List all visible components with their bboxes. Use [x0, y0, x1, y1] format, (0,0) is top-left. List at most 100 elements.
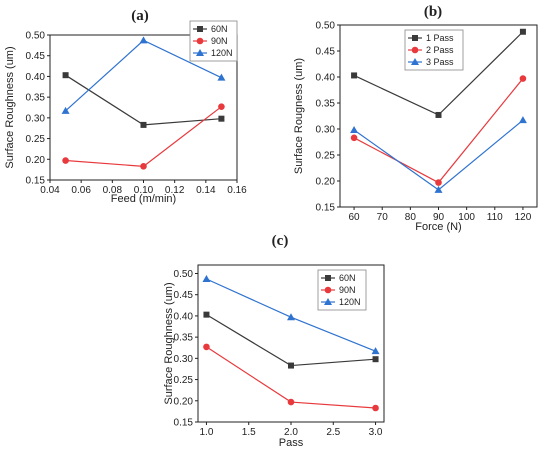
- y-tick-label-c: 0.35: [174, 333, 194, 344]
- legend-label-b-0: 1 Pass: [426, 33, 454, 43]
- legend-label-c-0: 60N: [339, 273, 356, 283]
- data-point-a-2-0: [61, 106, 70, 114]
- legend-label-b-2: 3 Pass: [426, 57, 454, 67]
- legend-label-c-1: 90N: [339, 285, 356, 295]
- x-tick-label-b: 70: [377, 212, 389, 223]
- legend-marker-c-1: [324, 286, 332, 294]
- y-tick-label-c: 0.15: [174, 418, 194, 429]
- chart-panel-a: (a) 0.04 0.06 0.08 0.10 0.12 0.14 0.16 0.15 0.20 0…: [4, 8, 247, 205]
- data-point-c-1-2: [372, 404, 379, 412]
- data-point-b-2-0: [350, 126, 359, 134]
- data-point-b-2-1: [434, 185, 443, 193]
- data-point-a-2-2: [217, 73, 226, 81]
- data-point-b-0-2: [519, 28, 526, 35]
- chart-panel-c: (c) 1.0 1.5 2.0 2.5 3.0 0.15 0.20 0.25 0.30 0.35 0.…: [163, 233, 385, 449]
- x-tick-label-c: 1.5: [242, 427, 256, 438]
- series-line-a-1: [65, 106, 222, 167]
- legend-label-a-1: 90N: [211, 36, 228, 46]
- x-tick-label-c: 1.0: [200, 427, 214, 438]
- data-point-b-1-1: [435, 179, 442, 186]
- legend-marker-b-1: [411, 46, 419, 54]
- data-point-b-1-0: [350, 134, 358, 142]
- y-tick-label-b: 0.50: [316, 21, 336, 32]
- y-axis-title-c: Surface Roughness (um): [163, 282, 175, 404]
- legend-marker-a-2: [196, 49, 204, 56]
- y-tick-label-a: 0.35: [26, 93, 46, 104]
- y-tick-label-a: 0.30: [26, 113, 46, 124]
- y-tick-label-b: 0.30: [316, 125, 336, 136]
- legend-label-a-0: 60N: [211, 24, 228, 34]
- data-point-a-0-2: [218, 115, 225, 122]
- legend-label-b-1: 2 Pass: [426, 45, 454, 55]
- series-line-a-0: [65, 74, 222, 126]
- y-tick-label-c: 0.30: [174, 354, 194, 365]
- data-point-b-0-0: [351, 72, 358, 79]
- y-axis-title-a: Surface Roughness (um): [4, 46, 16, 168]
- legend-marker-b-2: [411, 58, 419, 65]
- series-line-b-1: [353, 78, 524, 184]
- data-point-c-0-1: [288, 362, 294, 369]
- data-point-b-1-2: [519, 75, 527, 82]
- x-tick-label-b: 60: [349, 212, 361, 223]
- y-tick-label-a: 0.25: [26, 134, 46, 145]
- y-tick-label-a: 0.45: [26, 51, 46, 62]
- legend-marker-c-2: [324, 298, 332, 305]
- data-point-b-0-1: [435, 111, 442, 118]
- y-tick-label-b: 0.40: [316, 73, 336, 84]
- chart-panel-b: (b) 60 70 80 90 100 110 120 0.15 0.20 0.25 0.30 0.35…: [293, 4, 538, 233]
- data-point-a-1-2: [218, 103, 225, 110]
- y-tick-label-c: 0.25: [174, 375, 194, 386]
- legend-label-c-2: 120N: [339, 297, 361, 307]
- x-tick-label-b: 90: [433, 212, 445, 223]
- x-tick-label-a: 0.10: [134, 185, 154, 196]
- data-point-a-1-0: [62, 157, 69, 164]
- panel-label-a: (a): [131, 8, 149, 24]
- data-point-a-2-1: [139, 36, 148, 44]
- x-axis-title-b: Force (N): [415, 221, 461, 233]
- data-point-a-0-0: [62, 72, 69, 79]
- y-tick-label-b: 0.35: [316, 99, 336, 110]
- y-axis-title-b: Surface Rougness (um): [293, 58, 305, 174]
- legend-marker-c-0: [325, 275, 331, 281]
- y-tick-label-b: 0.20: [316, 177, 336, 188]
- legend-marker-a-1: [196, 37, 204, 45]
- x-axis-title-a: Feed (m/min): [111, 193, 176, 205]
- data-point-c-0-0: [203, 311, 210, 318]
- x-tick-label-b: 120: [515, 212, 532, 223]
- x-tick-label-a: 0.12: [165, 185, 185, 196]
- y-tick-label-c: 0.40: [174, 311, 194, 322]
- data-point-c-0-2: [372, 356, 379, 363]
- x-tick-label-b: 80: [405, 212, 417, 223]
- y-tick-label-a: 0.15: [26, 176, 46, 187]
- x-tick-label-a: 0.06: [71, 185, 91, 196]
- legend-marker-b-0: [412, 35, 418, 41]
- series-line-c-0: [206, 314, 376, 367]
- legend-label-a-2: 120N: [211, 48, 233, 58]
- data-point-c-2-1: [287, 313, 295, 321]
- data-point-c-2-2: [371, 347, 380, 355]
- y-tick-label-b: 0.45: [316, 47, 336, 58]
- panel-label-c: (c): [272, 233, 289, 249]
- y-tick-label-b: 0.25: [316, 151, 336, 162]
- x-tick-label-b: 100: [458, 212, 475, 223]
- x-tick-label-b: 110: [487, 212, 503, 223]
- y-tick-label-c: 0.50: [174, 269, 194, 280]
- data-point-b-2-2: [518, 116, 527, 124]
- y-tick-label-b: 0.15: [316, 203, 336, 214]
- x-tick-label-c: 2.5: [326, 427, 340, 438]
- data-point-c-2-0: [202, 275, 211, 283]
- y-tick-label-a: 0.40: [26, 72, 46, 83]
- y-tick-label-c: 0.20: [174, 396, 194, 407]
- x-tick-label-c: 3.0: [369, 427, 383, 438]
- x-tick-label-a: 0.16: [227, 185, 247, 196]
- x-axis-title-c: Pass: [279, 437, 304, 449]
- x-tick-label-a: 0.08: [103, 185, 123, 196]
- data-point-a-1-1: [140, 163, 147, 170]
- legend-marker-a-0: [197, 26, 203, 32]
- data-point-c-1-1: [287, 398, 295, 406]
- data-point-a-0-1: [140, 121, 147, 128]
- data-point-c-1-0: [203, 343, 210, 351]
- y-tick-label-c: 0.45: [174, 290, 194, 301]
- y-tick-label-a: 0.20: [26, 155, 46, 166]
